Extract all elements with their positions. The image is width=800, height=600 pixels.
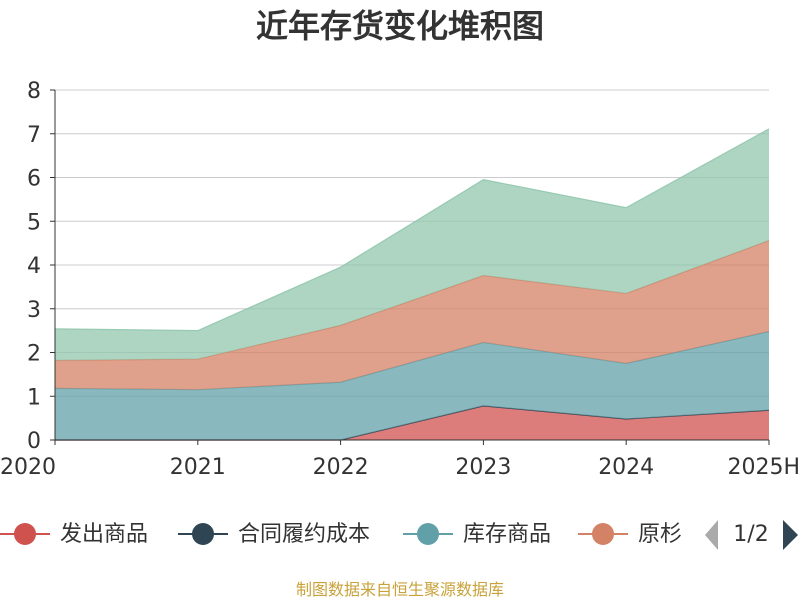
y-tick-label-3: 3 [27, 298, 41, 323]
legend-prev-icon[interactable] [705, 520, 718, 550]
legend-marker-2 [417, 523, 439, 545]
legend-page-indicator: 1/2 [733, 522, 768, 547]
legend-label-1: 合同履约成本 [238, 522, 370, 547]
legend-label-0: 发出商品 [60, 522, 148, 547]
x-axis-ticks: 2020 2021 2022 2023 2024 2025H [0, 440, 800, 480]
x-tick-label-2: 2022 [313, 455, 369, 480]
y-axis-ticks: 0 1 2 3 4 5 6 7 8 [27, 79, 55, 454]
legend-label-3: 原杉 [638, 522, 682, 547]
legend-marker-1 [192, 523, 214, 545]
legend-item-0[interactable]: 发出商品 [0, 522, 148, 547]
series-line-4 [54, 128, 770, 332]
legend-next-icon[interactable] [783, 520, 798, 550]
legend-marker-3 [592, 523, 614, 545]
legend-marker-0 [14, 523, 36, 545]
legend: 发出商品 合同履约成本 库存商品 原杉 [0, 522, 682, 547]
area-series-4 [55, 128, 769, 361]
x-tick-label-3: 2023 [455, 455, 511, 480]
x-tick-label-0: 2020 [0, 455, 56, 480]
chart-title: 近年存货变化堆积图 [256, 7, 544, 45]
legend-item-3[interactable]: 原杉 [578, 522, 682, 547]
x-tick-label-1: 2021 [170, 455, 226, 480]
y-tick-label-4: 4 [27, 254, 41, 279]
legend-item-1[interactable]: 合同履约成本 [178, 522, 370, 547]
area-series-3 [55, 240, 769, 390]
legend-label-2: 库存商品 [463, 522, 551, 547]
x-tick-label-4: 2024 [598, 455, 654, 480]
x-tick-label-5: 2025H [727, 455, 800, 480]
y-tick-label-6: 6 [27, 167, 41, 192]
y-tick-label-1: 1 [27, 385, 41, 410]
legend-item-2[interactable]: 库存商品 [403, 522, 551, 547]
data-source-note: 制图数据来自恒生聚源数据库 [296, 580, 504, 599]
y-tick-label-5: 5 [27, 210, 41, 235]
legend-pager: 1/2 [705, 520, 798, 550]
y-tick-label-2: 2 [27, 342, 41, 367]
y-tick-label-8: 8 [27, 79, 41, 104]
y-tick-label-7: 7 [27, 123, 41, 148]
area-series [54, 128, 770, 441]
y-tick-label-0: 0 [27, 429, 41, 454]
